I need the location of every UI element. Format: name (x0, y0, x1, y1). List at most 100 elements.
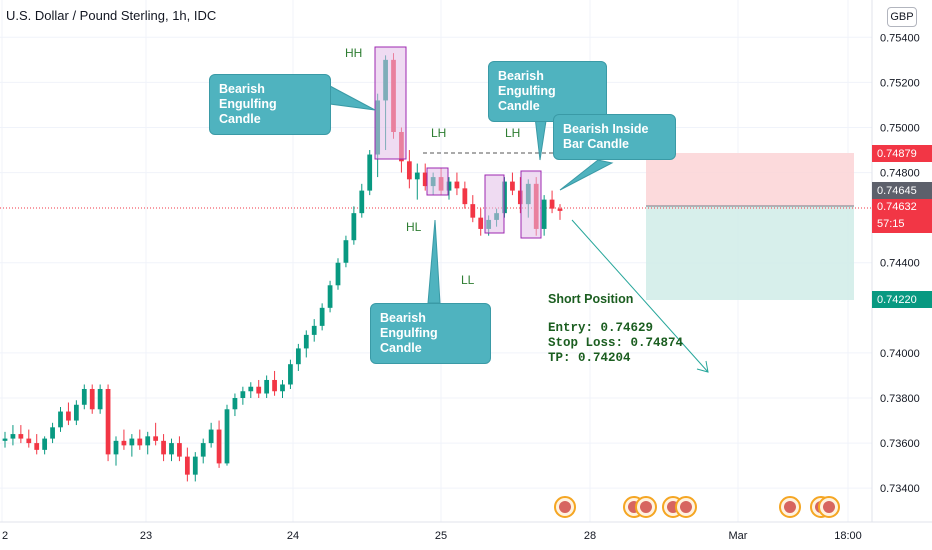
event-flag-inner (680, 501, 692, 513)
short-position-note: Short Position Entry: 0.74629 Stop Loss:… (548, 292, 683, 366)
candle-body (414, 172, 420, 180)
pattern-boxes (374, 46, 542, 239)
current-price-tag: 0.74632 57:15 (872, 199, 932, 233)
pattern-box-mid (484, 174, 505, 234)
candle-body (208, 429, 214, 444)
pattern-box-lh1 (426, 167, 449, 196)
candle-body (145, 436, 151, 446)
high-price-tag: 0.74645 (872, 182, 932, 199)
candle-body (184, 456, 190, 475)
candle-body (327, 285, 333, 308)
price-axis[interactable]: 0.75400 0.75200 0.75000 0.74800 0.74400 0.740… (880, 32, 920, 495)
candle-body (192, 456, 198, 475)
candle-body (240, 391, 246, 399)
candle-body (73, 404, 79, 421)
price-tick-label: 0.74000 (880, 348, 920, 360)
candle-body (335, 262, 341, 286)
price-tick-label: 0.75200 (880, 77, 920, 89)
candle-body (272, 379, 277, 392)
candle-body (454, 181, 460, 189)
candle-body (169, 443, 174, 455)
candle-body (367, 154, 373, 191)
candle-body (42, 438, 48, 450)
candle-body (58, 411, 63, 428)
callout-bearish-engulfing-2: Bearish Engulfing Candle (488, 61, 607, 122)
price-tick-label: 0.74400 (880, 258, 920, 270)
time-tick-label: 25 (435, 530, 447, 542)
candle-body (280, 384, 285, 392)
candle-body (97, 388, 103, 410)
callout-pointers (329, 85, 614, 304)
candle-body (2, 438, 8, 441)
time-axis[interactable]: 2 23 24 25 28 Mar 18:00 (2, 530, 862, 542)
candle-body (406, 161, 412, 180)
target-price-tag: 0.74220 (872, 291, 932, 308)
candle-body (105, 388, 111, 455)
candle-body (359, 190, 365, 214)
take-profit-text: TP: 0.74204 (548, 351, 631, 365)
candle-body (66, 411, 71, 421)
candle-body (351, 213, 357, 241)
callout-bearish-inside-bar: Bearish Inside Bar Candle (553, 114, 676, 160)
label-hh: HH (345, 46, 363, 60)
countdown: 57:15 (877, 218, 905, 230)
price-tick-label: 0.75400 (880, 32, 920, 44)
candle-body (478, 217, 484, 229)
time-tick-label: Mar (729, 530, 748, 542)
candle-body (264, 379, 270, 394)
candle-body (549, 199, 555, 209)
candle-body (26, 438, 32, 444)
candle-body (462, 188, 468, 205)
stop-price-tag: 0.74879 (872, 145, 932, 162)
candle-body (216, 429, 222, 464)
candle-body (343, 240, 349, 263)
candle-body (319, 307, 325, 326)
projection-arrow (571, 219, 709, 373)
candle-body (446, 181, 452, 191)
candle-body (121, 440, 127, 446)
stop-loss-zone (646, 153, 854, 206)
callout-bearish-engulfing-3: Bearish Engulfing Candle (370, 303, 491, 364)
pattern-box-lh2 (520, 170, 542, 239)
time-tick-label: 28 (584, 530, 596, 542)
candle-body (81, 388, 87, 405)
candle-body (89, 388, 95, 410)
candle-body (153, 436, 159, 441)
candle-body (50, 427, 55, 439)
economic-events[interactable] (554, 496, 840, 518)
time-tick-label: 2 (2, 530, 8, 542)
candle-body (18, 434, 24, 439)
candle-body (10, 434, 16, 439)
stop-loss-text: Stop Loss: 0.74874 (548, 336, 684, 350)
pattern-box-hh (374, 46, 407, 160)
candle-body (113, 440, 119, 455)
event-flag-inner (784, 501, 796, 513)
time-tick-label: 18:00 (834, 530, 862, 542)
candle-body (303, 334, 309, 349)
label-hl: HL (406, 220, 422, 234)
currency-button[interactable]: GBP (887, 7, 917, 27)
candle-body (517, 190, 523, 205)
candle-body (557, 208, 563, 211)
candle-body (295, 348, 301, 365)
price-tick-label: 0.73800 (880, 393, 920, 405)
label-ll: LL (461, 273, 475, 287)
candle-body (541, 199, 547, 229)
candle-body (510, 181, 515, 191)
callout-bearish-engulfing-1: Bearish Engulfing Candle (209, 74, 331, 135)
candle-body (470, 204, 476, 218)
time-tick-label: 23 (140, 530, 152, 542)
symbol-title: U.S. Dollar / Pound Sterling, 1h, IDC (6, 8, 217, 23)
price-tick-label: 0.73600 (880, 438, 920, 450)
candle-body (200, 443, 206, 457)
event-flag-inner (823, 501, 835, 513)
short-position-title: Short Position (548, 292, 634, 306)
candle-body (34, 443, 40, 450)
candle-body (161, 440, 166, 455)
candle-body (129, 438, 135, 446)
candle-body (224, 409, 230, 464)
candle-body (177, 443, 182, 457)
candle-body (288, 364, 293, 385)
label-lh-1: LH (431, 126, 447, 140)
